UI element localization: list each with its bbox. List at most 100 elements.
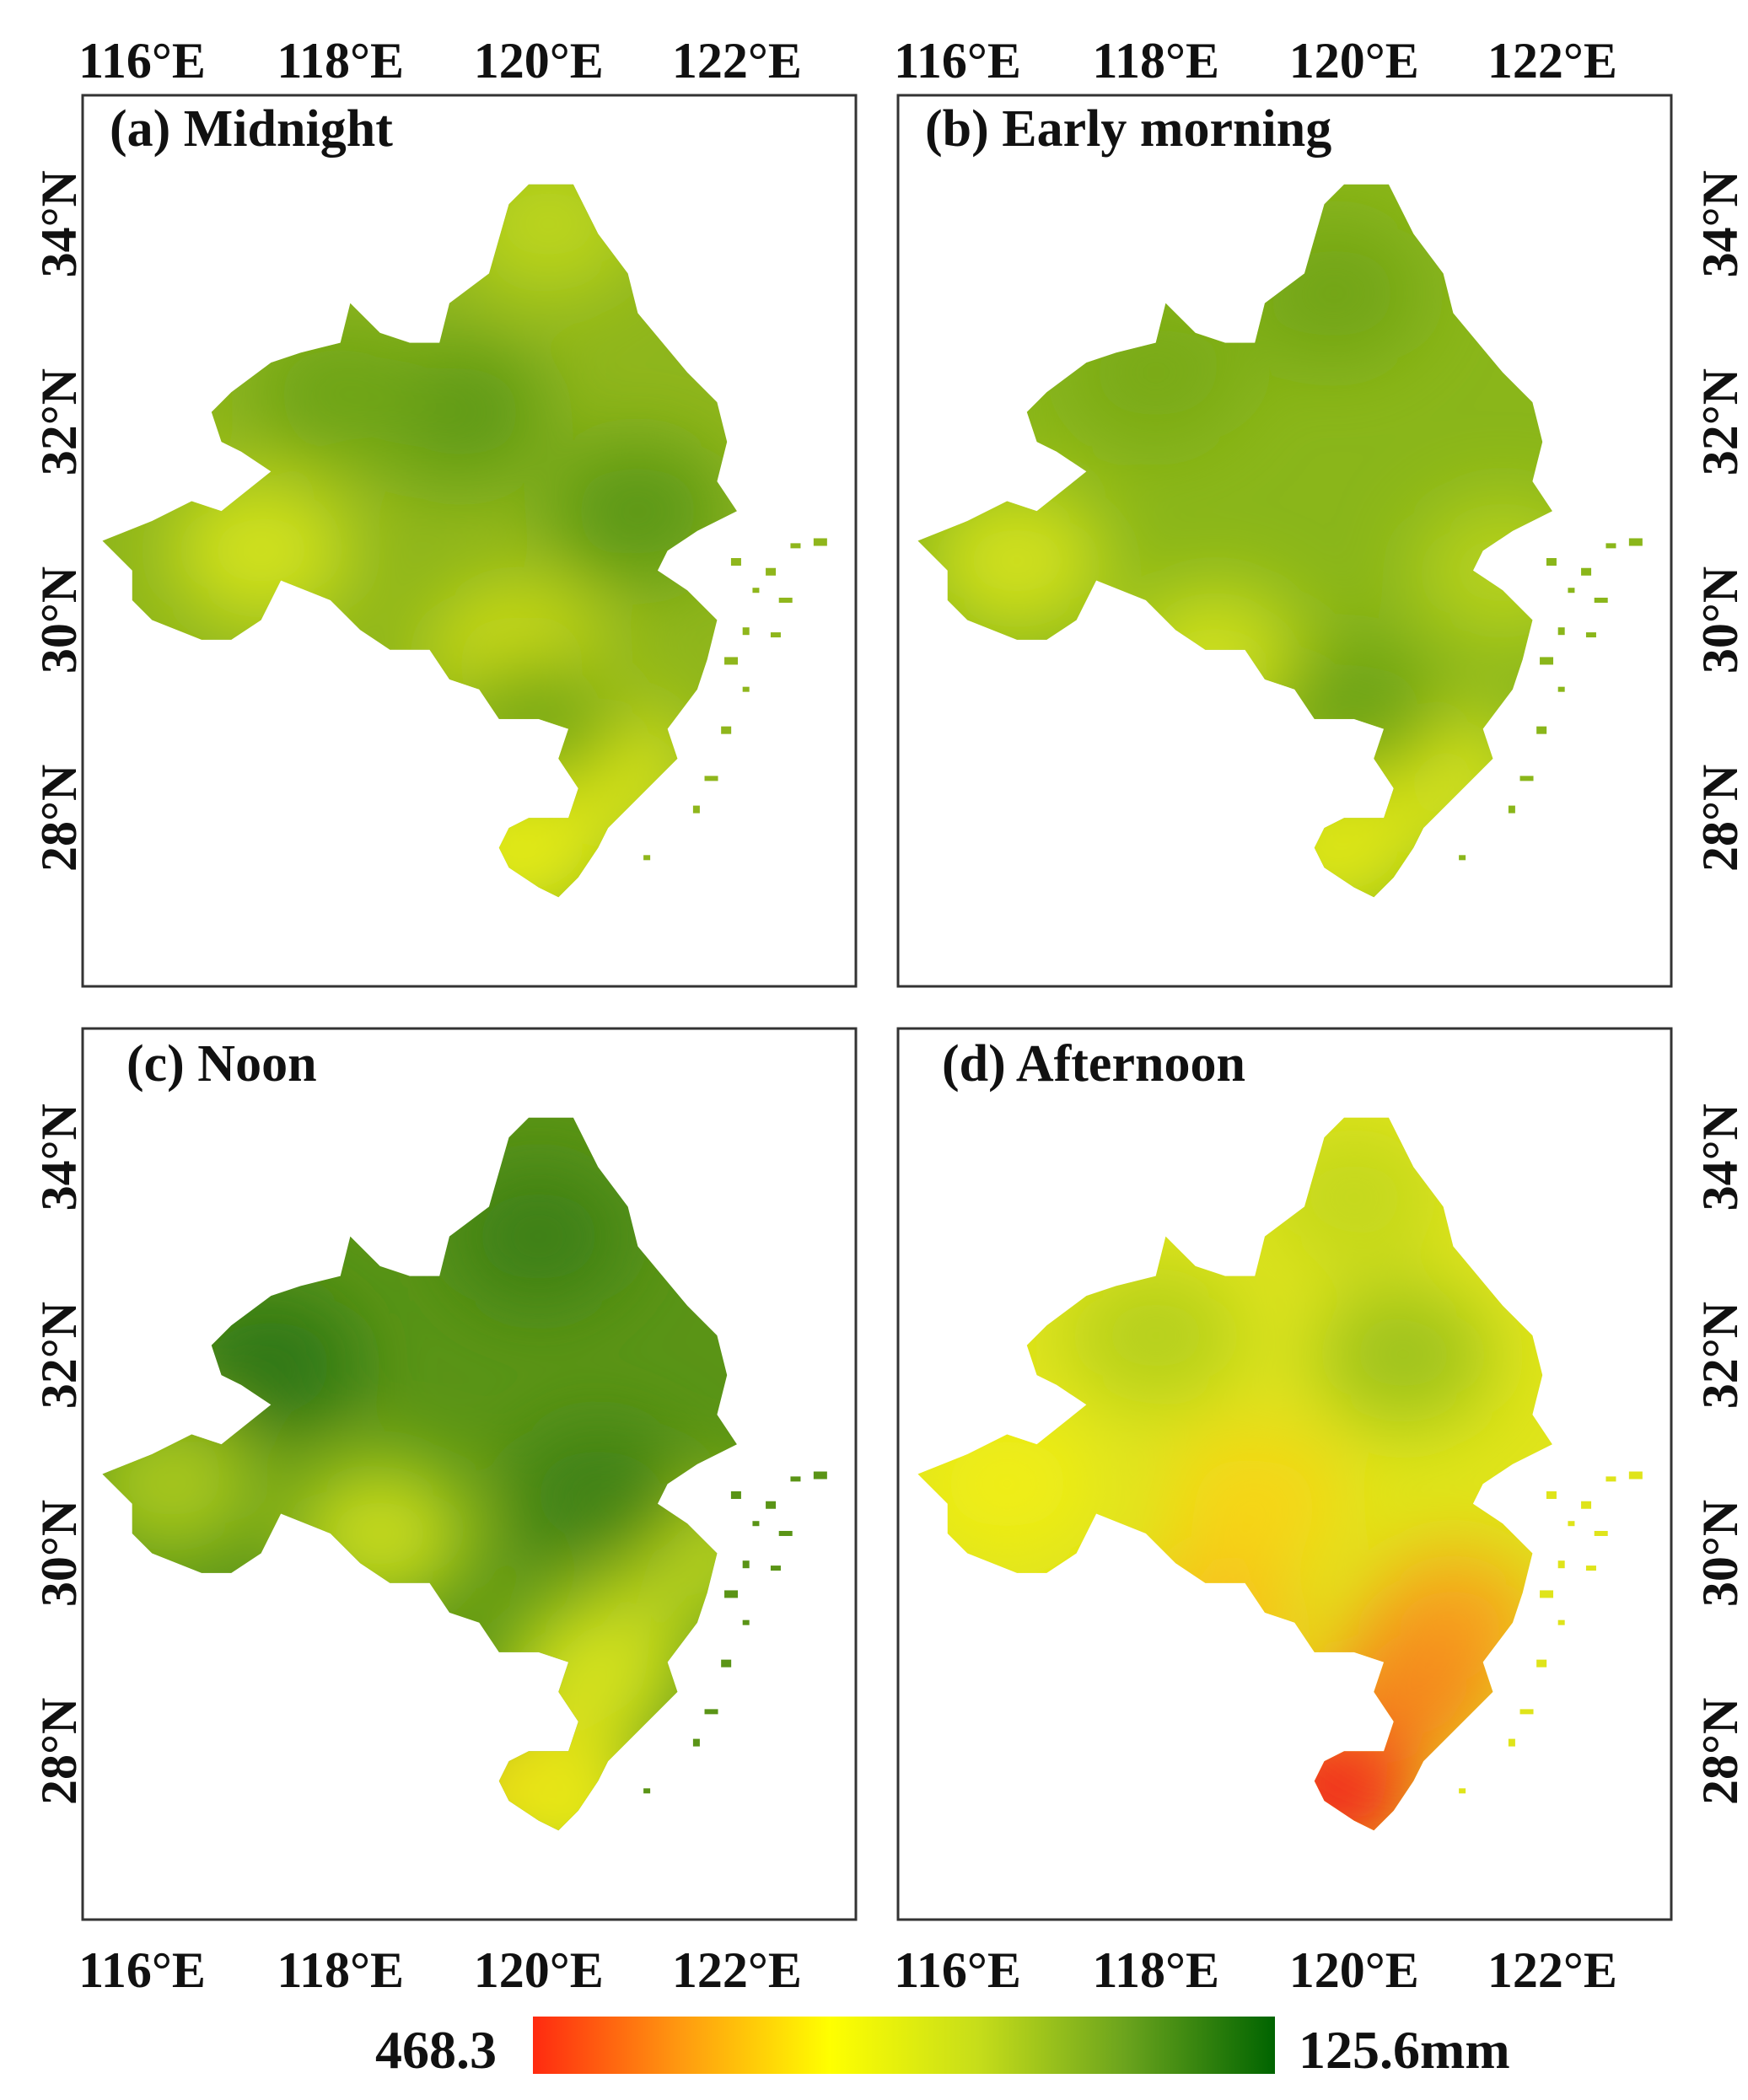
island	[1519, 1709, 1534, 1715]
y-tick-label: 32°N	[31, 368, 87, 475]
y-tick-label: 34°N	[1692, 1104, 1748, 1211]
value-blob	[251, 320, 429, 465]
island	[1594, 597, 1608, 603]
island	[1557, 627, 1565, 636]
island	[1546, 557, 1557, 566]
y-tick-label: 30°N	[31, 1500, 87, 1607]
x-tick-label: 118°E	[1092, 1942, 1219, 1998]
island	[1557, 1619, 1565, 1625]
panel-title-b: (b) Early morning	[925, 100, 1331, 158]
y-tick-label: 34°N	[31, 170, 87, 277]
panel-d: (d) Afternoon	[896, 1027, 1673, 1921]
legend-max-label: 468.3	[375, 2020, 497, 2080]
island	[721, 1659, 732, 1668]
island	[790, 1476, 801, 1482]
island	[752, 1521, 760, 1527]
island	[778, 597, 793, 603]
x-tick-label: 122°E	[672, 1942, 802, 1998]
y-tick-label: 30°N	[1692, 567, 1748, 674]
island	[1540, 1590, 1554, 1598]
island	[692, 805, 700, 814]
island	[724, 1590, 739, 1598]
x-tick-label: 122°E	[1487, 33, 1617, 89]
island	[704, 1709, 718, 1715]
island	[704, 776, 718, 781]
value-blob	[928, 488, 1106, 632]
island	[770, 1566, 781, 1571]
island	[643, 1788, 651, 1794]
x-tick-label: 120°E	[1289, 33, 1419, 89]
value-blob	[1166, 1431, 1344, 1576]
island	[1519, 776, 1534, 781]
island	[1459, 1788, 1466, 1794]
y-tick-label: 34°N	[1692, 170, 1748, 277]
x-axis-top-left: 116°E 118°E 120°E 122°E	[78, 33, 802, 89]
island	[1628, 1471, 1643, 1480]
x-tick-label: 122°E	[1487, 1942, 1617, 1998]
y-tick-label: 30°N	[31, 567, 87, 674]
x-tick-label: 122°E	[672, 33, 802, 89]
island	[770, 632, 781, 638]
y-tick-label: 28°N	[31, 1698, 87, 1805]
island	[742, 1619, 750, 1625]
x-tick-label: 120°E	[474, 33, 604, 89]
island	[1585, 632, 1596, 638]
y-tick-label: 28°N	[1692, 765, 1748, 872]
island	[1508, 1738, 1515, 1747]
panel-title-d: (d) Afternoon	[942, 1035, 1245, 1093]
panel-a: (a) Midnight	[81, 94, 858, 988]
island	[721, 726, 732, 734]
panel-title-c: (c) Noon	[126, 1035, 317, 1093]
x-tick-label: 118°E	[1092, 33, 1219, 89]
x-tick-label: 120°E	[474, 1942, 604, 1998]
island	[1568, 1521, 1575, 1527]
island	[730, 1490, 741, 1499]
x-tick-label: 116°E	[894, 33, 1021, 89]
island	[1459, 855, 1466, 861]
value-blob	[1315, 1283, 1493, 1427]
y-axis-left-bottom: 28°N 30°N 32°N 34°N	[31, 1104, 87, 1805]
y-tick-label: 32°N	[1692, 368, 1748, 475]
x-tick-label: 120°E	[1289, 1942, 1419, 1998]
color-legend: 468.3 125.6mm	[375, 2017, 1510, 2080]
panel-title-a: (a) Midnight	[110, 100, 393, 158]
x-tick-label: 116°E	[78, 1942, 206, 1998]
island	[1605, 1476, 1616, 1482]
island	[742, 686, 750, 692]
x-tick-label: 116°E	[894, 1942, 1021, 1998]
x-axis-top-right: 116°E 118°E 120°E 122°E	[894, 33, 1617, 89]
island	[742, 1560, 750, 1569]
island	[1508, 805, 1515, 814]
value-blob	[449, 1164, 627, 1308]
y-tick-label: 32°N	[31, 1302, 87, 1409]
island	[1581, 567, 1592, 576]
island	[813, 1471, 827, 1480]
island	[1557, 686, 1565, 692]
panel-c: (c) Noon	[81, 1027, 858, 1921]
island	[730, 557, 741, 566]
y-axis-right-bottom: 28°N 30°N 32°N 34°N	[1692, 1104, 1748, 1805]
island	[1585, 1566, 1596, 1571]
value-blob	[172, 479, 350, 623]
legend-min-label: 125.6mm	[1299, 2020, 1510, 2080]
legend-color-bar	[533, 2017, 1275, 2074]
y-tick-label: 32°N	[1692, 1302, 1748, 1409]
y-tick-label: 28°N	[31, 765, 87, 872]
island	[1536, 1659, 1547, 1668]
island	[1557, 1560, 1565, 1569]
island	[778, 1530, 793, 1536]
island	[766, 567, 777, 576]
y-tick-label: 34°N	[31, 1104, 87, 1211]
y-tick-label: 28°N	[1692, 1698, 1748, 1805]
island	[724, 657, 739, 665]
island	[790, 543, 801, 549]
y-tick-label: 30°N	[1692, 1500, 1748, 1607]
island	[742, 627, 750, 636]
island	[643, 855, 651, 861]
x-tick-label: 118°E	[277, 1942, 404, 1998]
island	[1594, 1530, 1608, 1536]
island	[1628, 538, 1643, 546]
value-blob	[1067, 1264, 1245, 1408]
island	[813, 538, 827, 546]
